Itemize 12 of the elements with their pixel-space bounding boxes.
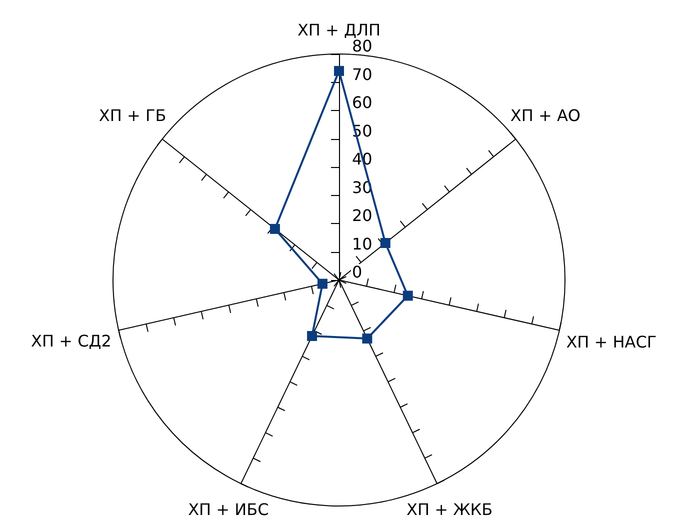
y-tick-label: 60 <box>352 93 372 112</box>
spoke-label: ХП + НАСГ <box>566 332 657 352</box>
y-tick-label: 80 <box>352 36 372 56</box>
y-tick-label: 10 <box>352 234 372 254</box>
spoke-label: ХП + ГБ <box>98 106 166 125</box>
spoke-label: ХП + ИБС <box>188 500 269 520</box>
spoke-label: ХП + СД2 <box>31 332 112 351</box>
y-tick-label: 70 <box>352 64 372 84</box>
spoke-label: ХП + ЖКБ <box>406 500 493 520</box>
y-tick-label: 0 <box>352 262 362 282</box>
spoke-label: ХП + АО <box>510 106 581 125</box>
y-tick-label: 20 <box>352 206 372 225</box>
